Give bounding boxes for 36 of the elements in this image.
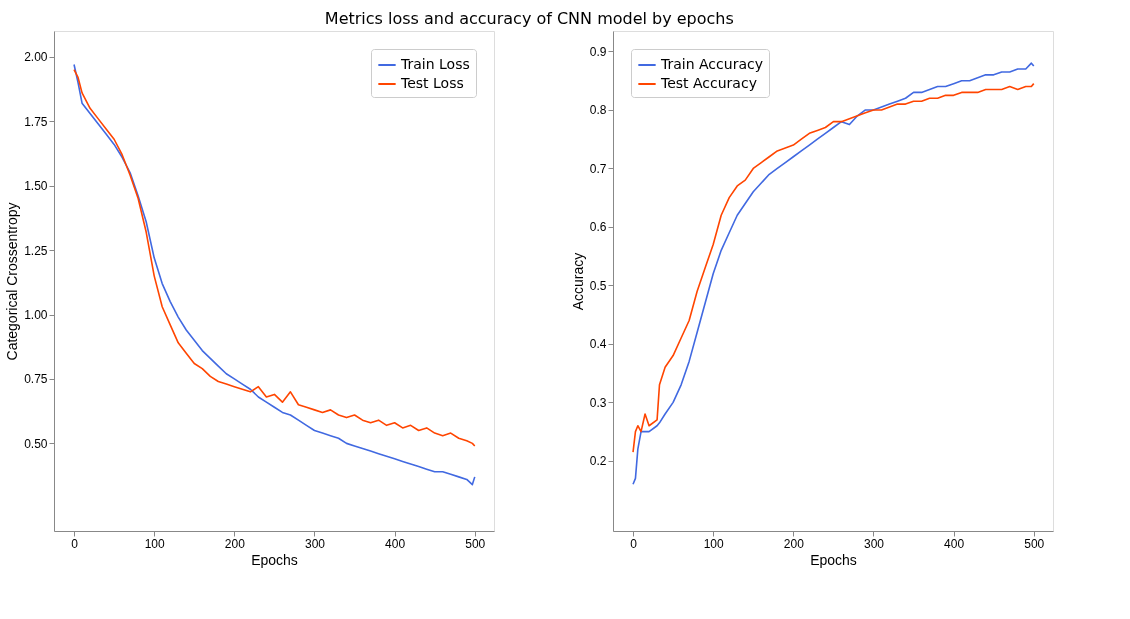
y-axis-title: Categorical Crossentropy: [4, 202, 21, 361]
y-tick-label: 1.25: [24, 243, 48, 258]
x-tick-label: 400: [944, 536, 965, 551]
x-tick-label: 400: [385, 536, 406, 551]
y-tick-label: 1.75: [24, 114, 48, 129]
y-tick-label: 0.50: [24, 436, 48, 451]
x-tick-label: 500: [1024, 536, 1045, 551]
x-tick-label: 0: [630, 536, 638, 551]
y-tick-label: 0.8: [589, 103, 607, 118]
y-axis-title: Accuracy: [569, 252, 586, 311]
x-axis-title: Epochs: [251, 551, 298, 568]
x-tick-label: 100: [144, 536, 166, 551]
legend-label: Test Loss: [400, 75, 464, 91]
y-tick-label: 0.9: [589, 44, 607, 59]
y-tick-label: 1.00: [24, 308, 48, 323]
y-tick-label: 0.75: [24, 372, 48, 387]
x-tick-label: 200: [224, 536, 246, 551]
x-tick-label: 300: [304, 536, 326, 551]
y-tick-label: 2.00: [24, 50, 48, 65]
text: Metrics loss and accuracy of CNN model by epochs: [324, 8, 734, 28]
x-tick-label: 100: [703, 536, 725, 551]
y-tick-label: 1.50: [24, 179, 48, 194]
y-tick-label: 0.6: [589, 220, 607, 235]
legend-label: Test Accuracy: [660, 75, 757, 91]
x-tick-label: 300: [863, 536, 885, 551]
x-tick-label: 0: [71, 536, 79, 551]
y-tick-label: 0.5: [589, 278, 607, 293]
x-tick-label: 200: [783, 536, 805, 551]
y-tick-label: 0.2: [589, 454, 607, 469]
y-tick-label: 0.4: [589, 337, 607, 352]
y-tick-label: 0.7: [589, 161, 607, 176]
legend-label: Train Loss: [400, 56, 470, 72]
legend-label: Train Accuracy: [660, 56, 763, 72]
y-tick-label: 0.3: [589, 395, 607, 410]
x-tick-label: 500: [465, 536, 486, 551]
x-axis-title: Epochs: [810, 551, 857, 568]
